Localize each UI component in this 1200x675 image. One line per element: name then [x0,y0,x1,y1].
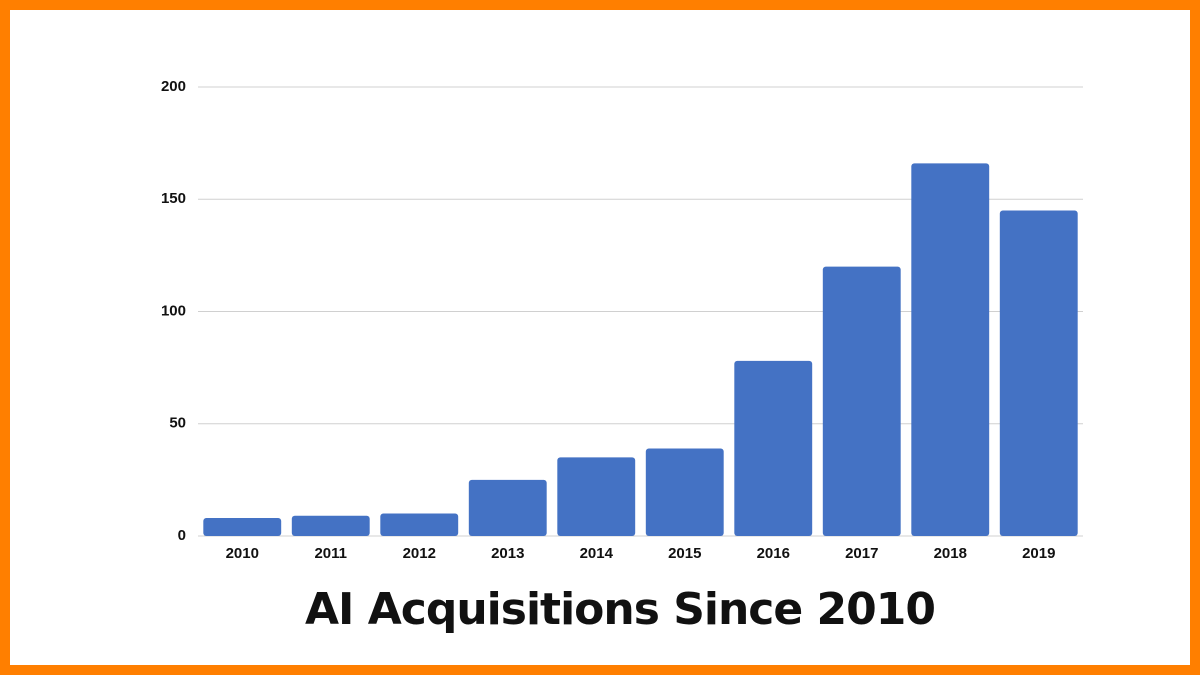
y-tick-label: 50 [169,415,186,432]
y-tick-label: 100 [161,302,186,319]
bar [645,448,724,536]
x-tick-label: 2012 [403,545,436,562]
x-tick-label: 2014 [580,545,614,562]
x-tick-label: 2018 [934,545,967,562]
y-tick-label: 200 [161,78,186,95]
x-tick-label: 2019 [1022,545,1055,562]
bar [380,513,459,536]
x-tick-label: 2016 [757,545,790,562]
y-tick-label: 0 [178,527,186,544]
y-tick-label: 150 [161,190,186,207]
bar [291,515,370,536]
frame [10,10,1190,665]
bar [203,518,282,536]
x-tick-label: 2015 [668,545,701,562]
bar [999,210,1078,536]
x-tick-label: 2017 [845,545,878,562]
bar [734,360,813,536]
bar [468,479,547,536]
chart-title: AI Acquisitions Since 2010 [305,584,935,635]
x-tick-label: 2011 [314,545,347,562]
bar [822,266,901,536]
x-tick-label: 2010 [226,545,259,562]
bar [911,163,990,536]
bar [557,457,636,536]
x-tick-label: 2013 [491,545,524,562]
